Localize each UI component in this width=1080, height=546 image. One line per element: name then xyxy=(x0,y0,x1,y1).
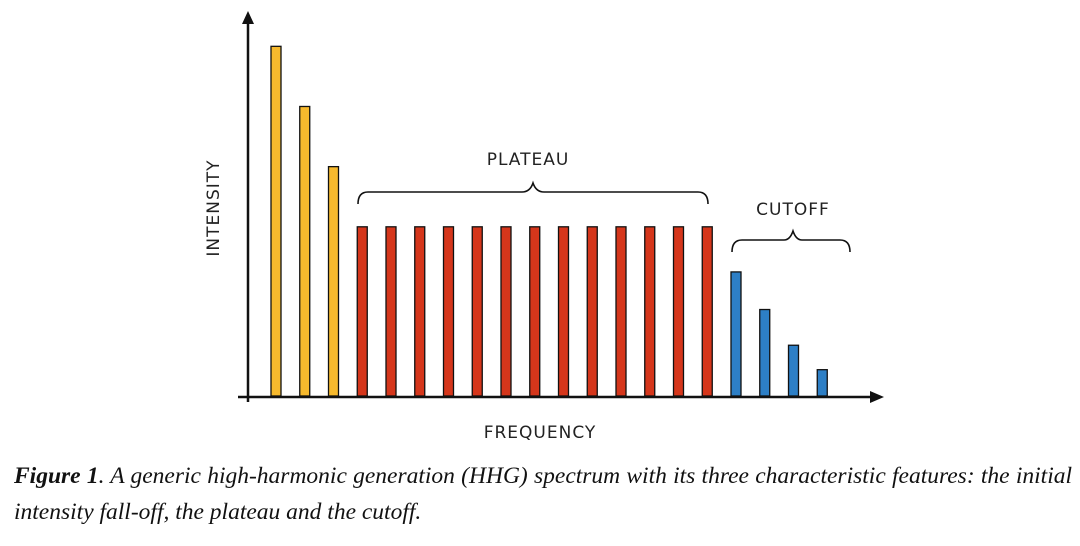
bar xyxy=(414,226,426,397)
bar xyxy=(270,45,282,397)
bar xyxy=(787,344,800,397)
plateau-label: PLATEAU xyxy=(487,150,570,170)
chart: PLATEAU CUTOFF FREQUENCY INTENSITY xyxy=(204,11,884,443)
bar xyxy=(759,308,771,397)
bar xyxy=(586,226,598,397)
bar xyxy=(442,226,455,397)
cutoff-label: CUTOFF xyxy=(756,200,830,220)
x-arrow xyxy=(870,391,884,403)
plateau-brace xyxy=(357,180,709,205)
bar xyxy=(816,369,828,397)
bar xyxy=(557,226,570,397)
bar xyxy=(500,226,512,397)
bar xyxy=(471,226,483,397)
x-axis-label: FREQUENCY xyxy=(484,423,597,443)
bar xyxy=(299,105,311,397)
bar xyxy=(672,226,685,397)
cutoff-brace xyxy=(731,228,851,253)
bar xyxy=(615,226,627,397)
bar xyxy=(644,226,656,397)
y-arrow xyxy=(242,11,254,24)
bar xyxy=(327,165,340,397)
caption: Figure 1. A generic high-harmonic genera… xyxy=(14,458,1072,530)
bar xyxy=(730,271,742,397)
caption-label: Figure 1 xyxy=(14,463,99,489)
caption-text: . A generic high-harmonic generation (HH… xyxy=(14,463,1072,525)
bar xyxy=(356,226,368,397)
bar xyxy=(385,226,397,397)
bar xyxy=(529,226,541,397)
bar xyxy=(701,226,713,397)
y-axis-label: INTENSITY xyxy=(204,159,224,256)
